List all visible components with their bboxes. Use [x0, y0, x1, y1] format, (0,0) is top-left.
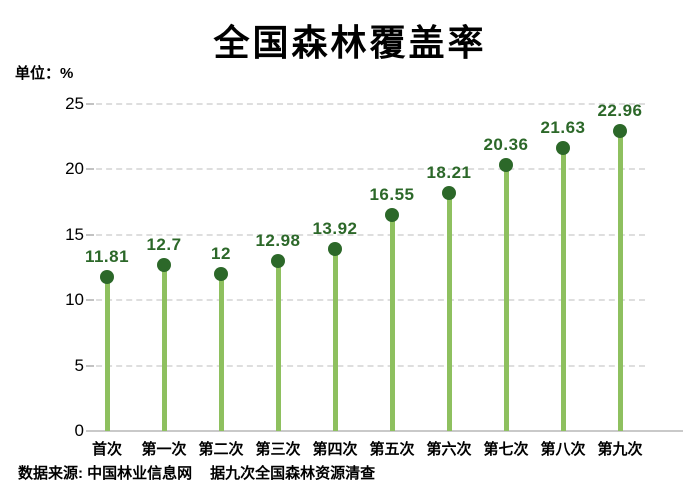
y-tick-label-20: 20	[65, 159, 84, 178]
value-label-8: 20.36	[483, 135, 529, 154]
gridline-25	[86, 103, 645, 105]
y-tick-mark-10	[86, 299, 94, 301]
y-tick-mark-25	[86, 103, 94, 105]
gridline-10	[86, 299, 645, 301]
data-point-5	[328, 242, 342, 256]
chart-title: 全国森林覆盖率	[213, 22, 487, 63]
x-tick-label-7: 第六次	[426, 441, 472, 458]
x-tick-label-5: 第四次	[312, 441, 358, 458]
lollipop-stem-8	[504, 165, 509, 431]
survey-note-label: 据九次全国森林资源清查	[210, 465, 376, 482]
data-point-6	[385, 208, 399, 222]
value-label-4: 12.98	[255, 231, 301, 250]
x-axis-line	[86, 430, 683, 432]
gridline-20	[86, 168, 645, 170]
lollipop-stem-9	[561, 148, 566, 431]
x-tick-label-1: 首次	[91, 441, 122, 458]
y-tick-label-0: 0	[74, 421, 84, 440]
value-label-10: 22.96	[597, 101, 643, 120]
x-tick-label-8: 第七次	[483, 441, 529, 458]
data-source-label: 数据来源: 中国林业信息网	[18, 465, 193, 482]
y-tick-mark-5	[86, 365, 94, 367]
lollipop-stem-1	[105, 277, 110, 431]
gridline-5	[86, 365, 645, 367]
y-tick-label-25: 25	[65, 94, 84, 113]
y-tick-mark-20	[86, 168, 94, 170]
x-tick-label-2: 第一次	[141, 441, 187, 458]
chart-footer: 数据来源: 中国林业信息网 据九次全国森林资源清查	[18, 462, 375, 483]
x-tick-label-9: 第八次	[540, 441, 586, 458]
data-point-4	[271, 254, 285, 268]
value-label-7: 18.21	[426, 163, 472, 182]
data-point-1	[100, 270, 114, 284]
y-tick-label-5: 5	[74, 356, 84, 375]
lollipop-stem-3	[219, 274, 224, 431]
value-label-5: 13.92	[312, 219, 358, 238]
lollipop-stem-4	[276, 261, 281, 431]
value-label-6: 16.55	[369, 185, 415, 204]
gridline-15	[86, 234, 645, 236]
x-tick-label-6: 第五次	[369, 441, 415, 458]
data-point-3	[214, 267, 228, 281]
data-point-7	[442, 186, 456, 200]
data-point-2	[157, 258, 171, 272]
x-tick-label-4: 第三次	[255, 441, 301, 458]
y-tick-mark-15	[86, 234, 94, 236]
x-tick-label-10: 第九次	[597, 441, 643, 458]
y-tick-label-10: 10	[65, 290, 84, 309]
data-point-8	[499, 158, 513, 172]
lollipop-stem-5	[333, 249, 338, 431]
value-label-1: 11.81	[84, 247, 130, 266]
x-tick-label-3: 第二次	[198, 441, 244, 458]
lollipop-stem-7	[447, 193, 452, 431]
lollipop-stem-10	[618, 131, 623, 431]
value-label-2: 12.7	[146, 235, 182, 254]
value-label-3: 12	[211, 244, 231, 263]
lollipop-stem-2	[162, 265, 167, 431]
unit-label: 单位：%	[15, 65, 74, 82]
value-label-9: 21.63	[540, 118, 586, 137]
y-tick-label-15: 15	[65, 225, 84, 244]
lollipop-stem-6	[390, 215, 395, 431]
data-point-9	[556, 141, 570, 155]
data-point-10	[613, 124, 627, 138]
